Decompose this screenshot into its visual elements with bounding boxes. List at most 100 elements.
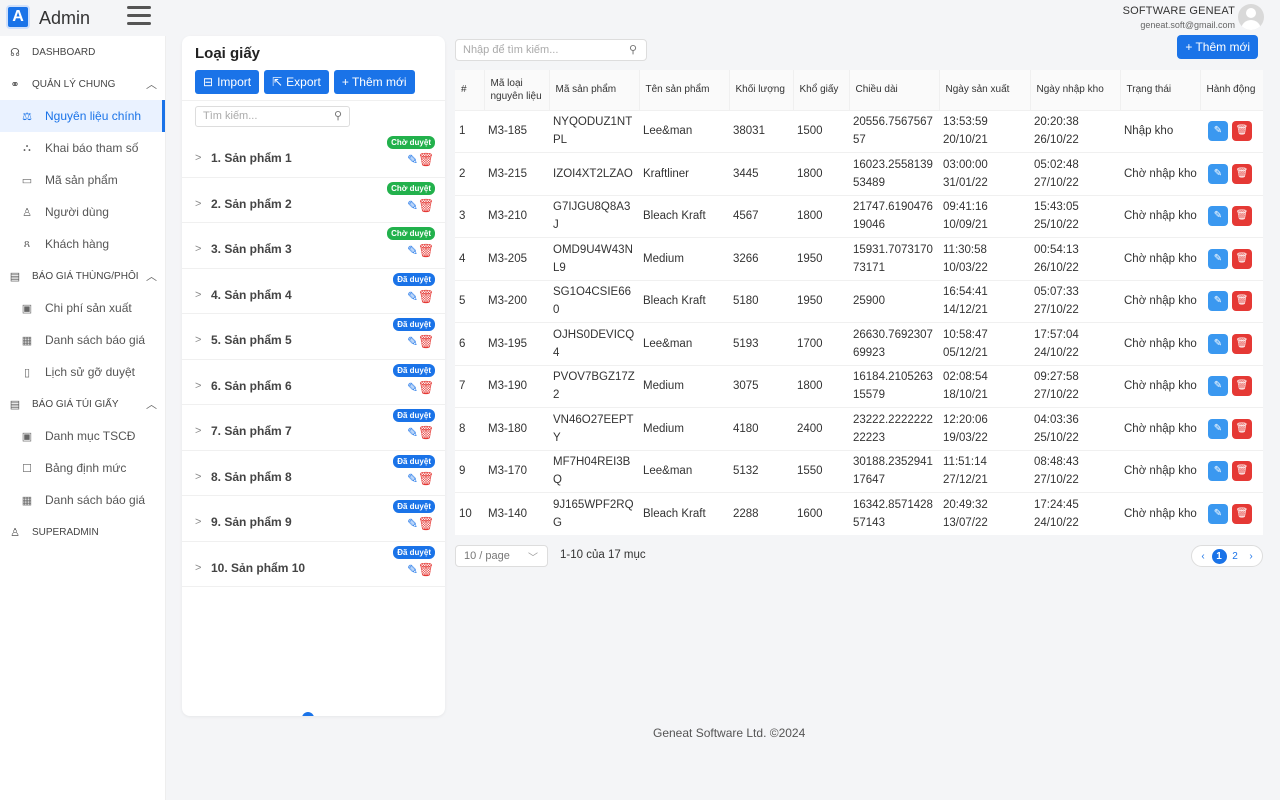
left-scroll-indicator[interactable] bbox=[182, 708, 445, 716]
chevron-right-icon[interactable]: > bbox=[195, 152, 202, 164]
edit-icon[interactable]: ✎ bbox=[407, 516, 418, 531]
sidebar-item-bag-quote-list[interactable]: ▦ Danh sách báo giá bbox=[0, 484, 165, 516]
paper-type-search-input[interactable]: Tìm kiếm... ⚲ bbox=[195, 106, 350, 127]
add-material-button[interactable]: + Thêm mới bbox=[1177, 35, 1258, 59]
delete-icon[interactable]: 🗑 bbox=[1232, 376, 1252, 397]
table-row[interactable]: 1 M3-185 NYQODUZ1NTPL Lee&man 38031 1500 20556… bbox=[455, 110, 1263, 153]
table-row[interactable]: 4 M3-205 OMD9U4W43NL9 Medium 3266 1950 15931.7… bbox=[455, 237, 1263, 281]
next-page-icon[interactable]: › bbox=[1249, 550, 1253, 562]
chevron-right-icon[interactable]: > bbox=[195, 334, 202, 346]
tree-item[interactable]: >8. Sản phẩm 8 Đã duyệt ✎ 🗑 bbox=[182, 451, 445, 496]
delete-icon[interactable]: 🗑 bbox=[1232, 121, 1252, 142]
tree-item[interactable]: >7. Sản phẩm 7 Đã duyệt ✎ 🗑 bbox=[182, 405, 445, 451]
nav-section-general[interactable]: ⚭ QUẢN LÝ CHUNG ︿ bbox=[0, 68, 165, 100]
user-avatar[interactable] bbox=[1238, 4, 1264, 30]
edit-icon[interactable]: ✎ bbox=[1208, 504, 1228, 524]
table-row[interactable]: 7 M3-190 PVOV7BGZ17Z2 Medium 3075 1800 16184.2… bbox=[455, 365, 1263, 408]
edit-icon[interactable]: ✎ bbox=[1208, 163, 1228, 184]
table-row[interactable]: 10 M3-140 9J165WPF2RQG Bleach Kraft 2288 1600… bbox=[455, 492, 1263, 536]
tree-item[interactable]: >5. Sản phẩm 5 Đã duyệt ✎ 🗑 bbox=[182, 314, 445, 360]
delete-icon[interactable]: 🗑 bbox=[417, 197, 434, 213]
sidebar-item-norms[interactable]: ☐ Bảng định mức bbox=[0, 452, 165, 484]
chevron-right-icon[interactable]: > bbox=[195, 288, 202, 301]
edit-icon[interactable]: ✎ bbox=[1208, 418, 1228, 439]
scroll-dot[interactable] bbox=[302, 712, 314, 716]
delete-icon[interactable]: 🗑 bbox=[1232, 418, 1252, 439]
page-size-select[interactable]: 10 / page ﹀ bbox=[455, 545, 548, 567]
table-row[interactable]: 6 M3-195 OJHS0DEVICQ4 Lee&man 5193 1700 26630.… bbox=[455, 322, 1263, 366]
delete-icon[interactable]: 🗑 bbox=[417, 334, 434, 349]
chevron-right-icon[interactable]: > bbox=[195, 197, 202, 210]
search-icon[interactable]: ⚲ bbox=[628, 44, 637, 56]
chevron-right-icon[interactable]: > bbox=[195, 425, 202, 437]
tree-item[interactable]: >10. Sản phẩm 10 Đã duyệt ✎ 🗑 bbox=[182, 542, 445, 587]
chevron-right-icon[interactable]: > bbox=[195, 243, 202, 255]
delete-icon[interactable]: 🗑 bbox=[1232, 206, 1252, 227]
edit-icon[interactable]: ✎ bbox=[407, 379, 418, 395]
nav-section-bag-quote[interactable]: ▤ BÁO GIÁ TÚI GIẤY ︿ bbox=[0, 388, 165, 420]
edit-icon[interactable]: ✎ bbox=[407, 470, 418, 486]
page-1[interactable]: 1 bbox=[1211, 548, 1227, 564]
sidebar-item-quote-list[interactable]: ▦ Danh sách báo giá bbox=[0, 324, 165, 356]
export-button[interactable]: ⇱ Export bbox=[264, 70, 329, 94]
delete-icon[interactable]: 🗑 bbox=[1232, 248, 1252, 269]
table-row[interactable]: 2 M3-215 IZOI4XT2LZAO Kraftliner 3445 1800 160… bbox=[455, 152, 1263, 196]
edit-icon[interactable]: ✎ bbox=[407, 425, 418, 440]
add-paper-type-button[interactable]: + Thêm mới bbox=[333, 70, 415, 94]
delete-icon[interactable]: 🗑 bbox=[1232, 291, 1252, 312]
import-button[interactable]: ⊟ Import bbox=[195, 70, 260, 94]
edit-icon[interactable]: ✎ bbox=[407, 197, 418, 213]
edit-icon[interactable]: ✎ bbox=[1208, 121, 1228, 142]
delete-icon[interactable]: 🗑 bbox=[1232, 333, 1252, 354]
delete-icon[interactable]: 🗑 bbox=[417, 516, 434, 531]
edit-icon[interactable]: ✎ bbox=[407, 334, 418, 349]
edit-icon[interactable]: ✎ bbox=[1208, 291, 1228, 312]
nav-dashboard[interactable]: ☊ DASHBOARD bbox=[0, 36, 165, 68]
tree-item[interactable]: >3. Sản phẩm 3 Chờ duyệt ✎ 🗑 bbox=[182, 223, 445, 269]
edit-icon[interactable]: ✎ bbox=[407, 561, 418, 577]
tree-item[interactable]: >6. Sản phẩm 6 Đã duyệt ✎ 🗑 bbox=[182, 360, 445, 405]
tree-item[interactable]: >1. Sản phẩm 1 Chờ duyệt ✎ 🗑 bbox=[182, 132, 445, 178]
delete-icon[interactable]: 🗑 bbox=[417, 425, 434, 440]
prev-page-icon[interactable]: ‹ bbox=[1201, 550, 1205, 562]
sidebar-item-fixed-assets[interactable]: ▣ Danh mục TSCĐ bbox=[0, 420, 165, 452]
table-row[interactable]: 5 M3-200 SG1O4CSIE660 Bleach Kraft 5180 1950 2… bbox=[455, 280, 1263, 323]
delete-icon[interactable]: 🗑 bbox=[417, 379, 434, 395]
sidebar-item-product-code[interactable]: ▭ Mã sản phẩm bbox=[0, 164, 165, 196]
delete-icon[interactable]: 🗑 bbox=[1232, 504, 1252, 524]
delete-icon[interactable]: 🗑 bbox=[1232, 163, 1252, 184]
delete-icon[interactable]: 🗑 bbox=[417, 288, 434, 304]
chevron-right-icon[interactable]: > bbox=[195, 470, 202, 483]
sidebar-item-production-cost[interactable]: ▣ Chi phí sản xuất bbox=[0, 292, 165, 324]
table-row[interactable]: 9 M3-170 MF7H04REI3BQ Lee&man 5132 1550 30188.… bbox=[455, 450, 1263, 493]
edit-icon[interactable]: ✎ bbox=[1208, 461, 1228, 482]
edit-icon[interactable]: ✎ bbox=[407, 152, 418, 167]
delete-icon[interactable]: 🗑 bbox=[417, 243, 434, 258]
table-row[interactable]: 8 M3-180 VN46O27EEPTY Medium 4180 2400 23222.2… bbox=[455, 407, 1263, 451]
delete-icon[interactable]: 🗑 bbox=[1232, 461, 1252, 482]
search-icon[interactable]: ⚲ bbox=[333, 110, 342, 122]
edit-icon[interactable]: ✎ bbox=[1208, 206, 1228, 227]
delete-icon[interactable]: 🗑 bbox=[417, 561, 434, 577]
main-search-input[interactable]: Nhập để tìm kiếm... ⚲ bbox=[455, 39, 647, 61]
edit-icon[interactable]: ✎ bbox=[407, 288, 418, 304]
chevron-right-icon[interactable]: > bbox=[195, 379, 202, 392]
chevron-right-icon[interactable]: > bbox=[195, 561, 202, 574]
edit-icon[interactable]: ✎ bbox=[1208, 376, 1228, 397]
tree-item[interactable]: >2. Sản phẩm 2 Chờ duyệt ✎ 🗑 bbox=[182, 178, 445, 223]
page-2[interactable]: 2 bbox=[1232, 550, 1238, 562]
chevron-right-icon[interactable]: > bbox=[195, 516, 202, 528]
tree-item[interactable]: >4. Sản phẩm 4 Đã duyệt ✎ 🗑 bbox=[182, 269, 445, 314]
edit-icon[interactable]: ✎ bbox=[1208, 333, 1228, 354]
nav-superadmin[interactable]: ♙ SUPERADMIN bbox=[0, 516, 165, 548]
delete-icon[interactable]: 🗑 bbox=[417, 470, 434, 486]
sidebar-item-customers[interactable]: ጸ Khách hàng bbox=[0, 228, 165, 260]
table-row[interactable]: 3 M3-210 G7IJGU8Q8A3J Bleach Kraft 4567 1800 2… bbox=[455, 195, 1263, 238]
edit-icon[interactable]: ✎ bbox=[1208, 248, 1228, 269]
nav-section-box-quote[interactable]: ▤ BÁO GIÁ THÙNG/PHÔI ︿ bbox=[0, 260, 165, 292]
app-logo-icon[interactable]: A bbox=[6, 5, 30, 29]
delete-icon[interactable]: 🗑 bbox=[417, 152, 434, 167]
sidebar-item-users[interactable]: ♙ Người dùng bbox=[0, 196, 165, 228]
sidebar-item-main-material[interactable]: ⚖ Nguyên liệu chính bbox=[0, 100, 165, 132]
tree-item[interactable]: >9. Sản phẩm 9 Đã duyệt ✎ 🗑 bbox=[182, 496, 445, 542]
